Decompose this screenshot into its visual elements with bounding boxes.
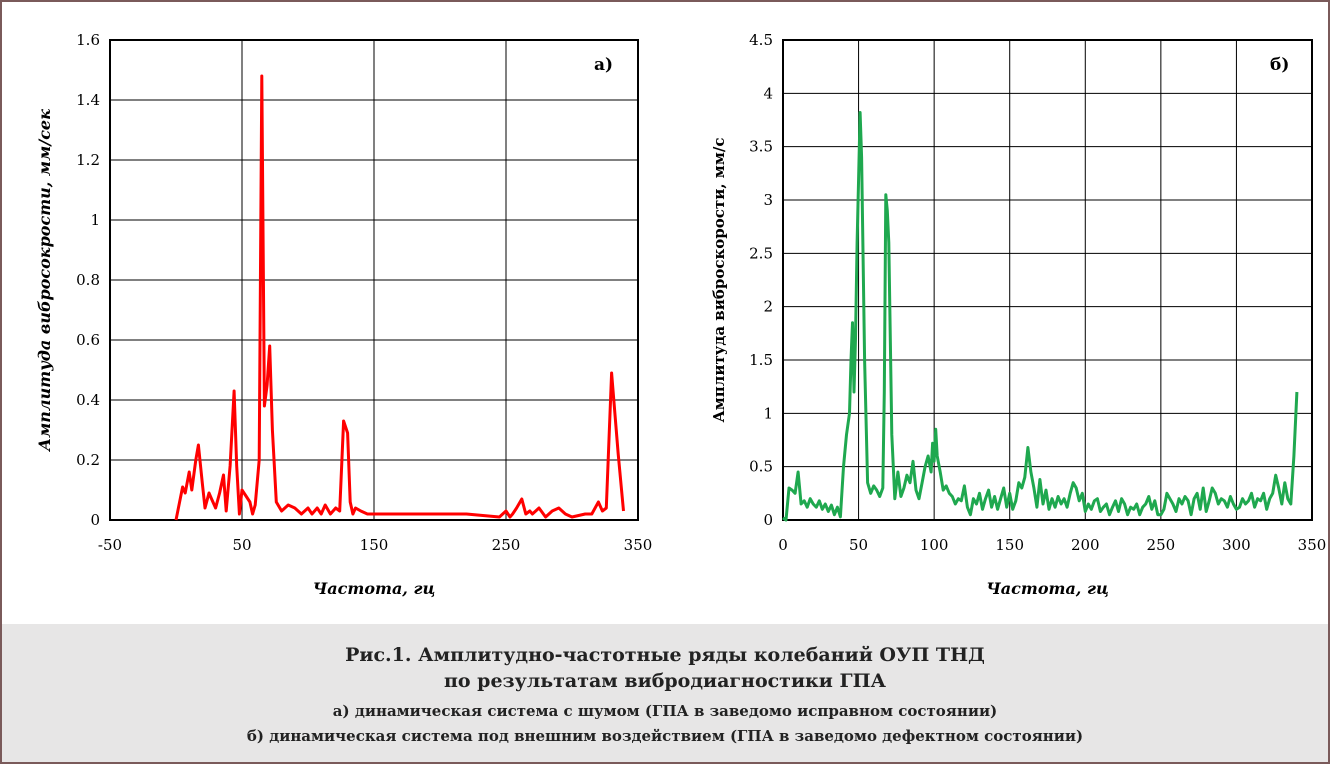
chart-b-ytick-label: 0 [763, 511, 773, 529]
chart-b-ytick-label: 0.5 [749, 458, 773, 476]
chart-a-ytick-label: 0.2 [76, 451, 100, 469]
chart-a-ytick-label: 0.8 [76, 271, 100, 289]
chart-a-xtick-label: 250 [492, 536, 521, 554]
chart-a-ytick-label: 1 [90, 211, 100, 229]
chart-b-xtick-label: 50 [849, 536, 868, 554]
chart-b-ytick-label: 4 [763, 84, 773, 102]
chart-b-ytick-label: 2 [763, 298, 773, 316]
chart-a-xtick-label: 350 [624, 536, 653, 554]
chart-b-ytick-label: 2.5 [749, 244, 773, 262]
chart-b-ytick-label: 3.5 [749, 138, 773, 156]
chart-a-x-axis-title: Частота, гц [313, 579, 436, 598]
chart-b-xtick-label: 200 [1071, 536, 1100, 554]
chart-b-y-axis-title: Амплитуда виброскорости, мм/с [710, 138, 728, 423]
chart-b-ytick-label: 1.5 [749, 351, 773, 369]
chart-a-ytick-label: 1.2 [76, 151, 100, 169]
chart-a-ytick-label: 0 [90, 511, 100, 529]
chart-a-y-axis-title: Амплитуда вибросокрости, мм/сек [35, 109, 54, 452]
chart-b-xtick-label: 250 [1147, 536, 1176, 554]
chart-b-xtick-label: 100 [920, 536, 949, 554]
chart-a-ytick-label: 0.4 [76, 391, 100, 409]
figure-caption: Рис.1. Амплитудно-частотные ряды колебан… [2, 624, 1328, 762]
figure-svg: 00.20.40.60.811.21.41.6-50 50 150 250 350а)Ч… [35, 31, 1327, 598]
chart-b-xtick-label: 350 [1298, 536, 1327, 554]
caption-panel-b: б) динамическая система под внешним возд… [246, 727, 1084, 745]
caption-title-line1: Рис.1. Амплитудно-частотные ряды колебан… [345, 644, 985, 666]
chart-a-panel-label: а) [594, 55, 613, 75]
chart-a-ytick-label: 1.6 [76, 31, 100, 49]
chart-b-xtick-label: 150 [995, 536, 1024, 554]
chart-a-ytick-label: 0.6 [76, 331, 100, 349]
chart-a-series-line [174, 74, 625, 521]
caption-title-line2: по результатам вибродиагностики ГПА [443, 670, 887, 692]
chart-b-xtick-label: 0 [778, 536, 788, 554]
chart-a-xtick-label: 50 [232, 536, 251, 554]
chart-b-xtick-label: 300 [1222, 536, 1251, 554]
caption-panel-a: а) динамическая система с шумом (ГПА в з… [332, 702, 998, 720]
chart-a-xtick-label: 150 [360, 536, 389, 554]
chart-b-ytick-label: 1 [763, 404, 773, 422]
chart-b-x-axis-title: Частота, гц [986, 579, 1109, 598]
chart-b-plot-frame [782, 39, 1313, 521]
chart-a-xtick-label: -50 [98, 536, 122, 554]
chart-b-ytick-label: 4.5 [749, 31, 773, 49]
chart-b-series-line [782, 111, 1299, 522]
chart-b-ytick-label: 3 [763, 191, 773, 209]
chart-a-plot-frame [109, 39, 639, 521]
chart-b-panel-label: б) [1270, 55, 1289, 75]
chart-a-ytick-label: 1.4 [76, 91, 100, 109]
